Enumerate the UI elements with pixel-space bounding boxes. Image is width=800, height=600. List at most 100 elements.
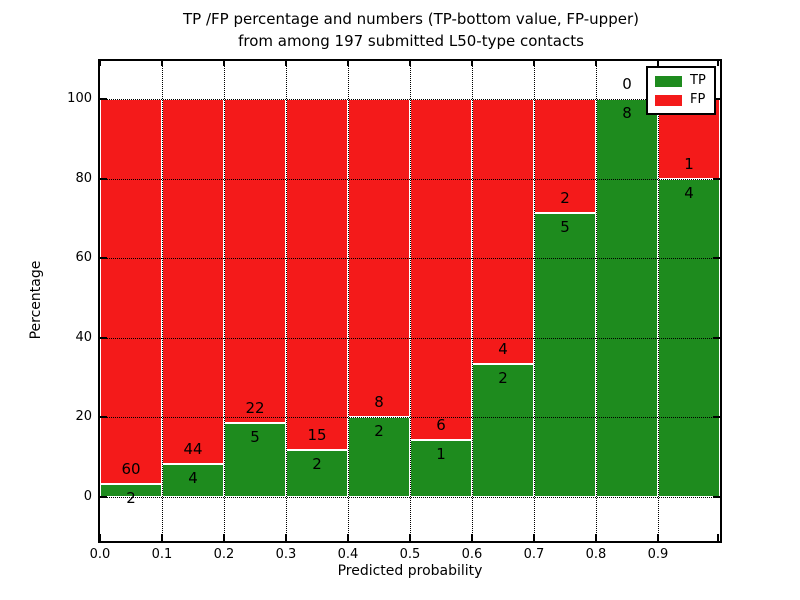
y-tick-label: 100 [67, 91, 92, 106]
tp-count-label: 5 [250, 428, 260, 447]
y-tick-label: 20 [75, 409, 92, 425]
tp-bar-segment [162, 463, 224, 497]
x-tick-label: 0.1 [151, 547, 173, 562]
x-tick-label: 0.5 [399, 547, 421, 562]
tp-count-label: 1 [436, 445, 446, 464]
x-tick-label: 0.0 [89, 547, 111, 562]
fp-count-label: 1 [684, 154, 694, 173]
x-major-tick-top [595, 61, 597, 66]
x-major-tick-bottom [223, 534, 225, 541]
x-major-tick-bottom [595, 534, 597, 541]
x-major-tick-top [471, 61, 473, 66]
fp-swatch-icon [655, 94, 682, 106]
y-major-tick-right [713, 98, 720, 100]
legend-label-tp: TP [690, 73, 706, 88]
x-tick-label: 0.4 [337, 547, 359, 562]
x-major-tick-top [657, 61, 659, 66]
x-major-tick-bottom [285, 534, 287, 541]
y-tick-label: 60 [75, 250, 92, 266]
x-major-tick-bottom [99, 534, 101, 541]
x-major-tick-bottom [717, 534, 719, 541]
tp-bar-segment [472, 364, 534, 497]
fp-count-label: 44 [183, 439, 203, 458]
chart-title-line1: TP /FP percentage and numbers (TP-bottom… [183, 10, 639, 28]
fp-bar-segment [286, 99, 348, 451]
y-tick-label: 80 [75, 170, 92, 186]
y-major-tick-left [100, 177, 107, 180]
v-gridline [534, 61, 535, 541]
tp-bar-segment [596, 99, 658, 497]
x-major-tick-bottom [409, 534, 411, 541]
fp-count-label: 2 [560, 188, 570, 207]
tp-count-label: 4 [188, 468, 198, 487]
fp-count-label: 15 [307, 426, 327, 445]
tp-count-label: 5 [560, 217, 570, 236]
fp-count-label: 4 [498, 340, 508, 359]
plot-area: 60 2 44 4 22 5 15 2 8 2 6 1 4 2 2 5 0 8 1 4 0.0 0.1 0.2 0.3 0.4 0… [67, 61, 720, 562]
x-major-tick-bottom [533, 534, 535, 541]
tp-count-label: 2 [374, 422, 384, 441]
y-major-tick-right [713, 177, 720, 180]
tp-bar-segment [534, 212, 596, 497]
x-major-tick-bottom [657, 534, 659, 541]
v-gridline [472, 61, 473, 541]
legend: TP FP [646, 66, 716, 115]
y-tick-label: 0 [83, 489, 92, 504]
fp-bar-segment [162, 99, 224, 464]
v-gridline [162, 61, 163, 541]
x-tick-label: 0.6 [461, 547, 483, 562]
v-gridline [286, 61, 287, 541]
y-major-tick-right [713, 496, 720, 498]
fp-bar-segment [224, 99, 286, 424]
tp-count-label: 2 [312, 455, 322, 474]
x-major-tick-top [409, 61, 411, 66]
x-major-tick-top [347, 61, 349, 66]
y-tick-label: 40 [75, 329, 92, 345]
tp-swatch-icon [655, 75, 682, 87]
v-gridline [410, 61, 411, 541]
v-gridline [224, 61, 225, 541]
x-major-tick-bottom [161, 534, 163, 541]
legend-entry-tp: TP [655, 74, 707, 88]
tp-bar-segment [100, 484, 162, 497]
legend-entry-fp: FP [655, 93, 707, 107]
x-major-tick-top [223, 61, 225, 66]
tp-count-label: 8 [622, 104, 632, 122]
x-major-tick-top [717, 61, 719, 66]
x-major-tick-top [99, 61, 101, 66]
y-major-tick-right [713, 257, 720, 260]
x-tick-label: 0.7 [523, 547, 545, 562]
x-tick-label: 0.3 [275, 547, 297, 562]
v-gridline [658, 61, 659, 541]
v-gridline [348, 61, 349, 541]
legend-label-fp: FP [690, 92, 706, 107]
tp-count-label: 2 [498, 369, 508, 388]
y-major-tick-left [100, 98, 107, 100]
tp-count-label: 4 [684, 183, 694, 202]
fp-count-label: 8 [374, 393, 384, 412]
v-gridline [596, 61, 597, 541]
x-major-tick-top [161, 61, 163, 66]
fp-count-label: 22 [245, 399, 265, 418]
x-major-tick-top [285, 61, 287, 66]
tp-bar-segment [224, 423, 286, 497]
fp-bar-segment [100, 99, 162, 485]
tp-count-label: 2 [126, 489, 136, 508]
x-major-tick-bottom [347, 534, 349, 541]
x-tick-label: 0.2 [213, 547, 235, 562]
x-major-tick-top [533, 61, 535, 66]
fp-count-label: 60 [121, 460, 141, 479]
x-axis-label: Predicted probability [337, 563, 483, 579]
y-major-tick-right [713, 416, 720, 419]
y-axis-label: Percentage [28, 260, 44, 340]
y-major-tick-left [100, 336, 107, 339]
fp-count-label: 0 [622, 75, 632, 93]
x-tick-label: 0.9 [647, 547, 669, 562]
y-major-tick-left [100, 257, 107, 260]
fp-bar-segment [472, 99, 534, 365]
fp-count-label: 6 [436, 416, 446, 435]
y-major-tick-left [100, 496, 107, 498]
fp-bar-segment [410, 99, 472, 441]
chart-title-line2: from among 197 submitted L50-type contac… [238, 32, 584, 50]
